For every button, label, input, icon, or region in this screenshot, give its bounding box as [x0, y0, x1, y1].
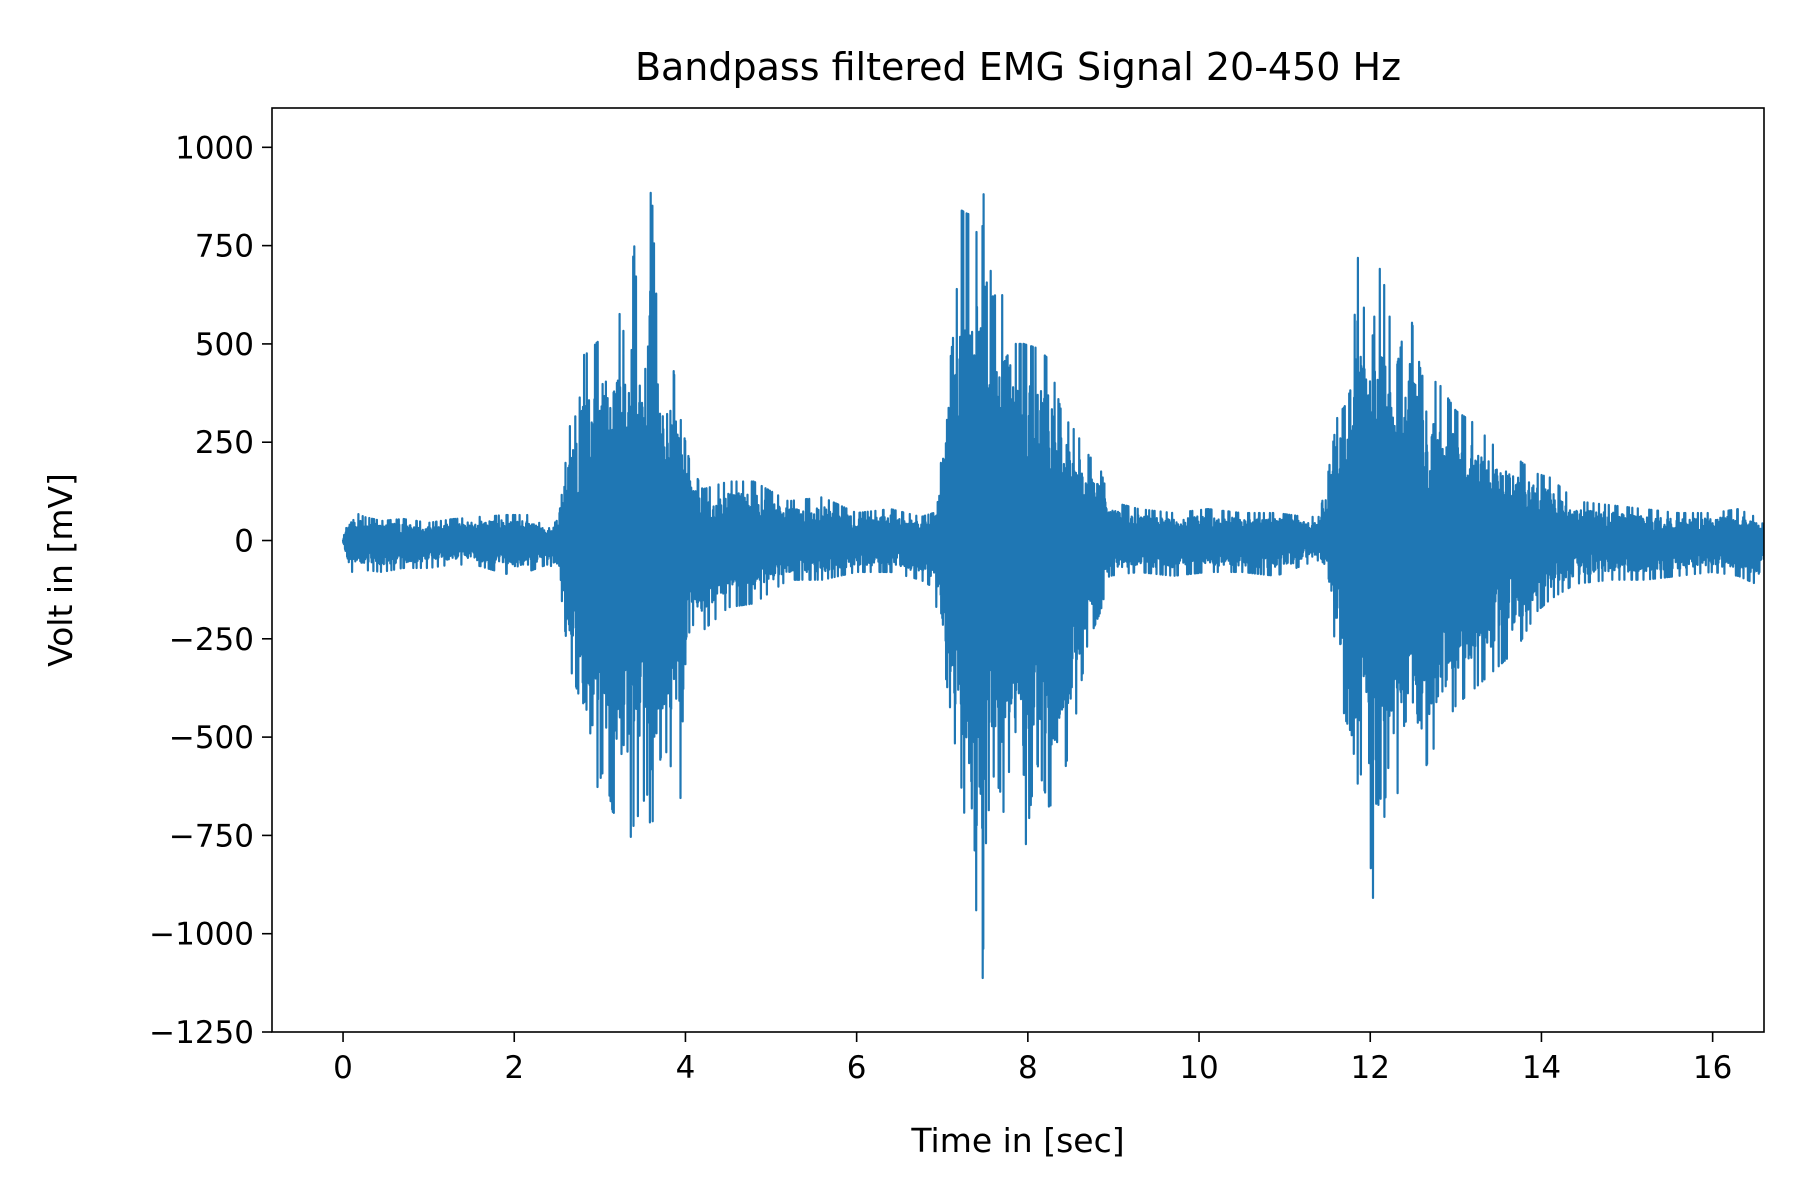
x-tick-label: 16 [1693, 1050, 1732, 1086]
y-axis-label: Volt in [mV] [41, 473, 80, 667]
x-axis: 0 2 4 6 8 10 12 14 16 [333, 1032, 1732, 1086]
x-tick-label: 12 [1351, 1050, 1390, 1086]
x-tick-label: 0 [333, 1050, 353, 1086]
x-tick-label: 14 [1522, 1050, 1561, 1086]
y-tick-label: 250 [195, 425, 254, 461]
x-tick-label: 4 [676, 1050, 696, 1086]
plot-frame [271, 107, 1765, 1033]
chart-title: Bandpass filtered EMG Signal 20-450 Hz [635, 45, 1401, 89]
x-tick-label: 10 [1179, 1050, 1218, 1086]
y-tick-label: −750 [169, 818, 254, 854]
x-tick-label: 8 [1018, 1050, 1038, 1086]
y-tick-label: 750 [195, 229, 254, 265]
y-axis: 1000 750 500 250 0 −250 −500 −750 −1000 −1250 [149, 130, 272, 1051]
y-tick-label: −500 [169, 720, 254, 756]
y-tick-label: −1000 [149, 917, 254, 953]
y-tick-label: 500 [195, 327, 254, 363]
x-axis-label: Time in [sec] [910, 1121, 1124, 1160]
y-tick-label: 0 [234, 524, 254, 560]
y-tick-label: −1250 [149, 1015, 254, 1051]
y-tick-label: 1000 [175, 130, 254, 166]
series-layer [341, 191, 1764, 980]
x-tick-label: 2 [504, 1050, 524, 1086]
y-tick-label: −250 [169, 622, 254, 658]
x-tick-label: 6 [847, 1050, 867, 1086]
emg-signal-line [341, 191, 1764, 980]
